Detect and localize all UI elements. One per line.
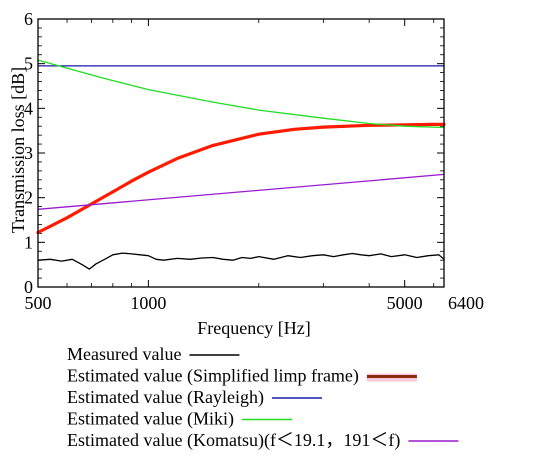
x-tick-label: 500: [25, 293, 52, 313]
y-tick-label: 5: [24, 54, 33, 74]
x-axis-label: Frequency [Hz]: [197, 318, 310, 338]
series-line: [36, 122, 446, 235]
y-tick-label: 0: [24, 277, 33, 297]
series-line: [37, 252, 445, 270]
x-tick-label: 5000: [387, 293, 423, 313]
legend-label: Estimated value (Rayleigh): [67, 387, 264, 408]
y-tick-label: 2: [24, 188, 33, 208]
frame-layer: [37, 18, 445, 288]
y-tick-label: 6: [24, 9, 33, 29]
series-line: [37, 173, 445, 210]
y-axis-label: Transmission loss [dB]: [8, 67, 28, 233]
x-tick-label: 6400: [448, 293, 484, 313]
plot-frame: [37, 18, 445, 288]
legend-label: Measured value: [67, 344, 181, 364]
series-line: [37, 59, 445, 129]
series-layer: [36, 59, 446, 270]
legend-label: Estimated value (Simplified limp frame): [67, 366, 359, 387]
y-tick-label: 3: [24, 143, 33, 163]
axes-layer: 0 1 2 3 4 5 6 500 1000 5000 6400: [24, 9, 484, 313]
y-tick-label: 4: [24, 98, 33, 118]
y-tick-label: 1: [24, 232, 33, 252]
legend-label: Estimated value (Komatsu)(f＜19.1，191＜f): [67, 430, 400, 451]
x-tick-label: 1000: [130, 293, 166, 313]
legend-label: Estimated value (Miki): [67, 409, 234, 430]
